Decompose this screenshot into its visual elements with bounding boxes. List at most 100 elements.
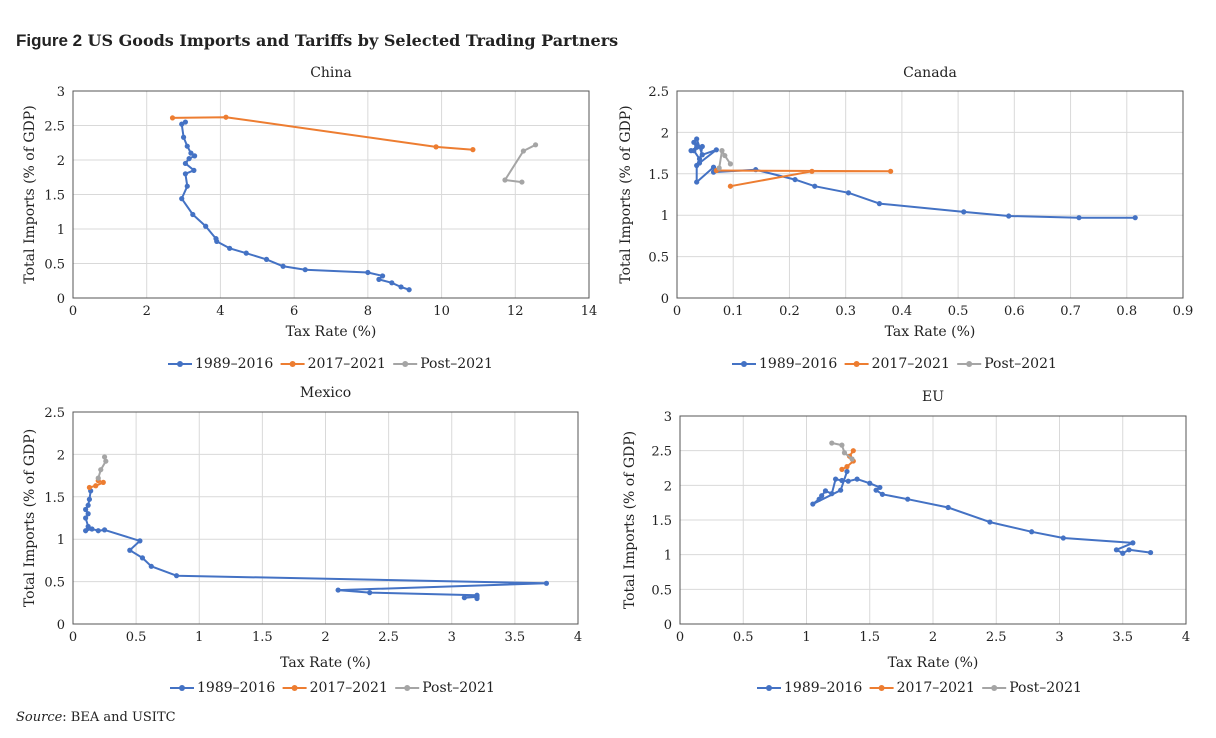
x-tick-label: 0.4 <box>892 304 913 319</box>
x-tick-label: 10 <box>433 304 450 319</box>
data-point <box>213 236 219 242</box>
data-point <box>93 483 99 489</box>
x-tick-label: 0 <box>69 304 77 319</box>
data-point <box>694 179 700 185</box>
data-point <box>694 136 700 142</box>
data-point <box>188 150 194 156</box>
data-point <box>335 587 341 593</box>
x-tick-label: 2 <box>929 630 937 645</box>
data-point <box>182 119 189 125</box>
figure-title-text: US Goods Imports and Tariffs by Selected… <box>87 31 619 50</box>
x-tick-label: 0 <box>69 630 77 645</box>
y-tick-label: 3 <box>57 85 65 100</box>
x-tick-label: 2.5 <box>378 630 399 645</box>
y-tick-label: 1 <box>664 549 672 564</box>
data-point <box>139 555 146 561</box>
data-point <box>816 496 822 502</box>
y-tick-label: 2 <box>57 448 65 463</box>
series-line <box>504 143 537 184</box>
data-point <box>696 156 703 162</box>
data-point <box>173 573 180 579</box>
chart-title: EU <box>922 389 944 405</box>
data-point <box>844 464 850 470</box>
data-point <box>83 506 89 513</box>
legend-label: 2017–2021 <box>308 356 386 372</box>
y-tick-label: 1.5 <box>44 189 65 204</box>
x-tick-label: 1.5 <box>859 630 880 645</box>
data-point <box>191 167 197 173</box>
data-point <box>1130 540 1136 546</box>
legend-label: 1989–2016 <box>759 356 837 372</box>
data-point <box>95 528 101 534</box>
x-tick-label: 0.5 <box>948 304 969 319</box>
data-point <box>841 450 848 456</box>
plot-area <box>679 415 1187 625</box>
data-point <box>867 480 873 486</box>
data-point <box>694 144 700 150</box>
x-tick-label: 1 <box>802 630 810 645</box>
data-point <box>877 484 883 491</box>
data-point <box>243 250 249 256</box>
data-point <box>1029 529 1035 535</box>
data-point <box>838 487 844 493</box>
series-line <box>811 471 1151 555</box>
legend-marker <box>177 361 183 367</box>
x-tick-label: 2 <box>143 304 151 319</box>
data-point <box>532 142 539 148</box>
data-point <box>961 209 967 215</box>
data-point <box>190 211 196 218</box>
series-line <box>180 121 410 291</box>
data-point <box>86 496 93 502</box>
x-tick-label: 3 <box>1055 630 1063 645</box>
x-tick-label: 0.8 <box>1116 304 1137 319</box>
data-point <box>1120 550 1126 556</box>
series-line <box>716 169 892 188</box>
data-point <box>1126 547 1132 553</box>
x-tick-label: 3.5 <box>1112 630 1133 645</box>
data-point <box>83 515 89 521</box>
y-tick-label: 0 <box>664 618 672 633</box>
data-point <box>227 245 233 251</box>
x-tick-label: 0 <box>676 630 684 645</box>
data-point <box>192 153 198 159</box>
legend-marker <box>291 685 298 691</box>
data-point <box>365 269 371 276</box>
source-label: Source <box>16 710 63 725</box>
x-tick-label: 0.3 <box>835 304 856 319</box>
data-point <box>103 458 109 464</box>
x-tick-label: 2.5 <box>986 630 1007 645</box>
data-point <box>716 165 722 171</box>
data-point <box>844 468 850 475</box>
series-line <box>89 479 105 489</box>
data-point <box>89 526 95 532</box>
data-point <box>280 263 286 269</box>
data-point <box>85 511 91 517</box>
y-tick-label: 1.5 <box>648 168 669 183</box>
data-point <box>713 147 719 153</box>
data-point <box>987 519 993 525</box>
y-tick-label: 0 <box>57 618 65 633</box>
data-point <box>1076 215 1082 221</box>
data-point <box>1147 549 1154 556</box>
data-point <box>398 284 404 290</box>
data-point <box>502 177 508 183</box>
data-point <box>148 563 154 569</box>
x-tick-label: 12 <box>507 304 524 319</box>
data-point <box>182 171 189 177</box>
data-point <box>1113 547 1120 553</box>
chart-china: 0 2 4 6 8 10 12 14 0 0.5 1 1.5 2 2.5 3 China Tax Rate (%… <box>22 65 597 372</box>
plot-area <box>72 411 579 625</box>
y-tick-label: 0.5 <box>648 251 669 266</box>
data-point <box>180 134 187 140</box>
chart-eu: 0 0.5 1 1.5 2 2.5 3 3.5 4 0 0.5 1 1.5 2 2.5 3 EU Tax Rate… <box>622 389 1190 696</box>
data-point <box>945 504 951 511</box>
data-point <box>839 466 845 472</box>
data-point <box>696 160 703 166</box>
data-point <box>179 196 185 202</box>
data-point <box>719 148 725 154</box>
data-point <box>888 168 894 174</box>
legend-marker <box>766 685 772 691</box>
data-point <box>520 148 526 154</box>
figure-number: Figure 2 <box>16 31 83 50</box>
